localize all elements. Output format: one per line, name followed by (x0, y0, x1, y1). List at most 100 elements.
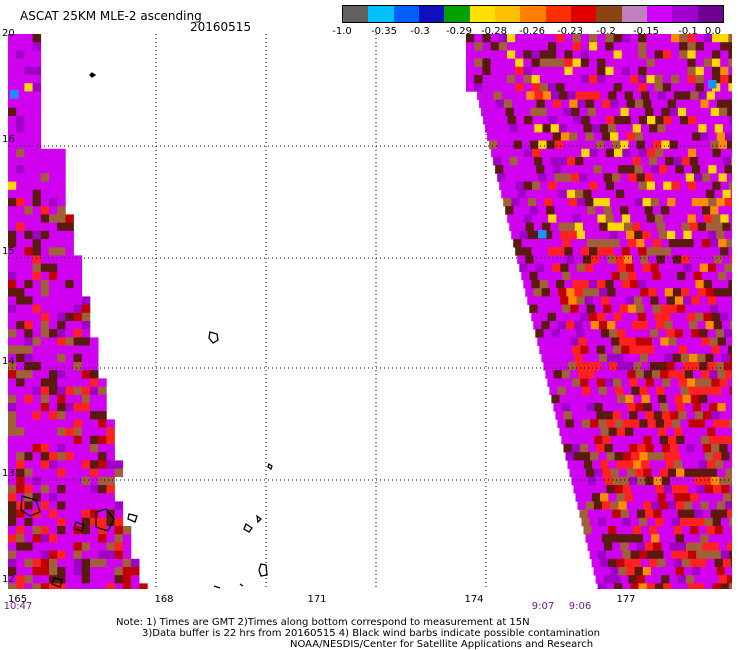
wind-cell (567, 91, 576, 100)
wind-cell (539, 247, 549, 256)
wind-cell (90, 435, 99, 445)
wind-cell (646, 280, 655, 289)
wind-cell (725, 403, 732, 412)
wind-cell (592, 394, 601, 404)
wind-cell (583, 460, 593, 469)
wind-cell (32, 198, 42, 207)
wind-cell (601, 198, 611, 207)
wind-cell (646, 34, 655, 43)
wind-cell (678, 378, 688, 387)
wind-cell (646, 148, 656, 158)
latitude-label: 15 (2, 246, 15, 257)
wind-cell (489, 107, 498, 117)
wind-cell (483, 116, 492, 125)
wind-cell (707, 394, 716, 404)
wind-cell (628, 509, 638, 519)
wind-cell (549, 321, 559, 330)
wind-cell (636, 542, 646, 551)
wind-cell (538, 206, 547, 215)
wind-cell (131, 558, 140, 568)
wind-cell (498, 75, 508, 84)
wind-cell (632, 526, 642, 535)
wind-cell (603, 304, 612, 314)
wind-cell (725, 435, 732, 445)
wind-cell (16, 271, 25, 281)
wind-cell (579, 476, 589, 486)
wind-cell (675, 165, 684, 174)
wind-cell (665, 558, 674, 568)
wind-cell (515, 50, 524, 59)
wind-cell (40, 550, 50, 560)
wind-cell (49, 222, 58, 232)
wind-cell (571, 444, 581, 453)
wind-cell (679, 148, 689, 158)
wind-cell (702, 509, 711, 519)
wind-cell (715, 296, 725, 305)
wind-cell (40, 517, 50, 527)
wind-cell (477, 91, 486, 100)
wind-cell (16, 493, 25, 502)
wind-cell (695, 34, 705, 43)
wind-cell (131, 567, 140, 576)
wind-cell (687, 312, 696, 322)
wind-cell (682, 493, 691, 502)
wind-cell (630, 42, 639, 51)
wind-cell (675, 263, 684, 273)
wind-cell (720, 181, 730, 191)
wind-cell (73, 353, 83, 363)
wind-cell (49, 337, 58, 346)
wind-cell (646, 214, 656, 223)
wind-cell (724, 230, 732, 240)
wind-cell (606, 116, 615, 125)
wind-cell (24, 288, 33, 297)
wind-cell (546, 173, 555, 182)
wind-cell (673, 91, 683, 100)
wind-cell (671, 517, 681, 527)
wind-cell (637, 345, 647, 355)
wind-cell (715, 427, 724, 437)
color-scale-label: -0.15 (633, 26, 659, 37)
wind-cell (642, 263, 651, 273)
wind-cell (681, 558, 691, 568)
wind-cell (537, 239, 547, 248)
wind-cell (642, 567, 652, 576)
wind-cell (650, 362, 659, 371)
wind-cell (709, 304, 719, 314)
wind-cell (712, 42, 721, 51)
wind-cell (681, 157, 691, 166)
wind-cell (24, 116, 33, 125)
wind-cell (620, 444, 630, 453)
wind-cell (673, 526, 683, 535)
wind-cell (98, 476, 107, 486)
wind-cell (497, 107, 506, 117)
wind-cell (24, 321, 33, 330)
wind-cell (629, 411, 638, 420)
wind-cell (665, 189, 674, 199)
wind-cell (57, 198, 66, 207)
wind-cell (487, 99, 496, 109)
wind-cell (731, 124, 732, 133)
wind-cell (537, 271, 547, 281)
wind-cell (24, 419, 33, 428)
wind-cell (8, 362, 17, 371)
wind-cell (32, 124, 42, 133)
wind-cell (693, 271, 702, 281)
wind-cell (661, 444, 671, 453)
wind-cell (73, 394, 83, 404)
wind-cell (73, 337, 83, 346)
wind-cell (580, 312, 589, 322)
wind-cell (645, 542, 654, 551)
wind-cell (40, 181, 50, 191)
wind-cell (653, 476, 662, 486)
wind-cell (40, 165, 50, 174)
wind-cell (40, 542, 50, 551)
wind-cell (539, 58, 549, 68)
wind-cell (661, 575, 670, 584)
wind-cell (715, 329, 725, 338)
wind-cell (527, 230, 537, 240)
wind-cell (8, 222, 17, 232)
wind-cell (559, 91, 568, 100)
wind-cell (615, 386, 624, 396)
wind-cell (575, 157, 584, 166)
wind-cell (692, 468, 701, 478)
